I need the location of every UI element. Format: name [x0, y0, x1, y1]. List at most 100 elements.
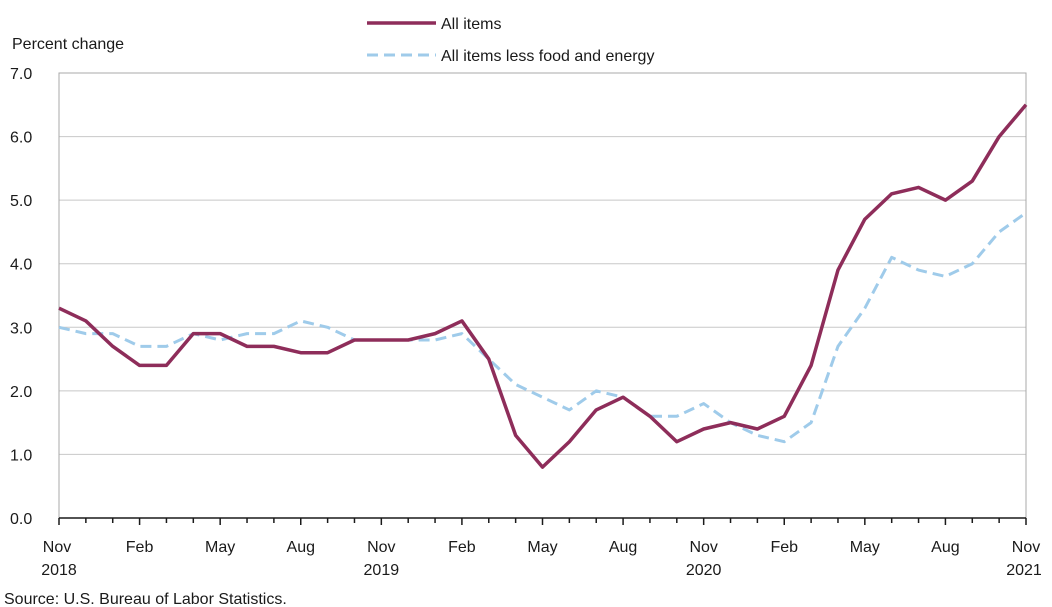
data-point — [246, 332, 248, 334]
legend-item: All items — [367, 16, 501, 33]
data-point — [434, 339, 436, 341]
x-tick-label-month: Aug — [609, 539, 637, 556]
x-tick-label-month: Aug — [287, 539, 315, 556]
data-point — [514, 434, 516, 436]
data-point — [595, 390, 597, 392]
data-point — [58, 307, 60, 309]
x-tick-label-month: May — [527, 539, 557, 556]
series-line — [58, 211, 1027, 444]
data-point — [917, 186, 919, 188]
gridlines — [59, 136, 1026, 455]
data-point — [917, 269, 919, 271]
y-axis-tick-labels: 0.0 1.0 2.0 3.0 4.0 5.0 6.0 7.0 — [10, 66, 32, 528]
data-point — [273, 332, 275, 334]
data-point — [568, 441, 570, 443]
data-point — [112, 332, 114, 334]
data-point — [488, 358, 490, 360]
data-point — [219, 332, 221, 334]
data-point — [971, 180, 973, 182]
legend-label: All items — [441, 16, 501, 33]
data-point — [998, 231, 1000, 233]
data-point — [864, 307, 866, 309]
legend-item: All items less food and energy — [367, 48, 654, 65]
data-point — [300, 320, 302, 322]
data-point — [246, 345, 248, 347]
data-point — [729, 421, 731, 423]
data-point — [353, 339, 355, 341]
data-point — [837, 345, 839, 347]
x-tick-label-month: Nov — [689, 539, 717, 556]
data-point — [407, 339, 409, 341]
series-all-items — [58, 103, 1028, 469]
x-tick-label-month: Feb — [126, 539, 154, 556]
data-point — [944, 199, 946, 201]
data-point — [756, 434, 758, 436]
y-tick-label: 7.0 — [10, 66, 32, 83]
y-tick-label: 0.0 — [10, 511, 32, 528]
x-tick-label-month: Feb — [770, 539, 798, 556]
y-axis-label: Percent change — [12, 36, 124, 53]
x-tick-label-month: Nov — [43, 539, 71, 556]
data-point — [219, 339, 221, 341]
data-point — [165, 345, 167, 347]
legend-label: All items less food and energy — [441, 48, 654, 65]
x-axis — [58, 517, 1027, 525]
data-point — [944, 275, 946, 277]
data-point — [622, 396, 624, 398]
data-point — [461, 332, 463, 334]
x-tick-label-month: Feb — [448, 539, 476, 556]
data-point — [1025, 104, 1027, 106]
data-point — [702, 402, 704, 404]
series-core — [58, 211, 1027, 444]
data-point — [595, 409, 597, 411]
data-point — [461, 320, 463, 322]
y-tick-label: 2.0 — [10, 384, 32, 401]
series-line — [58, 103, 1028, 469]
x-tick-label-month: May — [205, 539, 235, 556]
data-point — [541, 466, 543, 468]
data-point — [380, 339, 382, 341]
series-lines — [58, 103, 1028, 469]
x-tick-label-year: 2020 — [686, 562, 722, 579]
data-point — [864, 218, 866, 220]
data-point — [85, 332, 87, 334]
x-tick-label-month: Aug — [931, 539, 959, 556]
data-point — [649, 415, 651, 417]
x-axis-tick-labels: Nov 2018 Feb May Aug Nov 2019 Feb May Aug Nov 2020 F… — [41, 539, 1042, 579]
legend: All items All items less food and energy — [367, 16, 654, 65]
data-point — [541, 396, 543, 398]
data-point — [810, 364, 812, 366]
data-point — [1025, 212, 1027, 214]
source-note: Source: U.S. Bureau of Labor Statistics. — [4, 591, 287, 607]
y-tick-label: 3.0 — [10, 320, 32, 337]
data-point — [112, 345, 114, 347]
data-point — [192, 332, 194, 334]
x-tick-label-month: Nov — [1012, 539, 1040, 556]
data-point — [165, 364, 167, 366]
data-point — [326, 352, 328, 354]
plot-frame — [58, 72, 1027, 519]
data-point — [138, 364, 140, 366]
data-point — [783, 415, 785, 417]
data-point — [702, 428, 704, 430]
data-point — [514, 383, 516, 385]
x-tick-label-month: May — [850, 539, 880, 556]
data-point — [783, 441, 785, 443]
data-point — [300, 352, 302, 354]
x-tick-label-month: Nov — [367, 539, 395, 556]
data-point — [998, 135, 1000, 137]
data-point — [326, 326, 328, 328]
data-point — [58, 326, 60, 328]
data-point — [810, 421, 812, 423]
data-point — [138, 345, 140, 347]
x-tick-label-year: 2019 — [364, 562, 400, 579]
data-point — [434, 332, 436, 334]
x-tick-label-year: 2021 — [1006, 562, 1042, 579]
y-tick-label: 5.0 — [10, 193, 32, 210]
y-tick-label: 4.0 — [10, 257, 32, 274]
data-point — [756, 428, 758, 430]
data-point — [971, 263, 973, 265]
y-tick-label: 6.0 — [10, 130, 32, 147]
x-tick-label-year: 2018 — [41, 562, 77, 579]
